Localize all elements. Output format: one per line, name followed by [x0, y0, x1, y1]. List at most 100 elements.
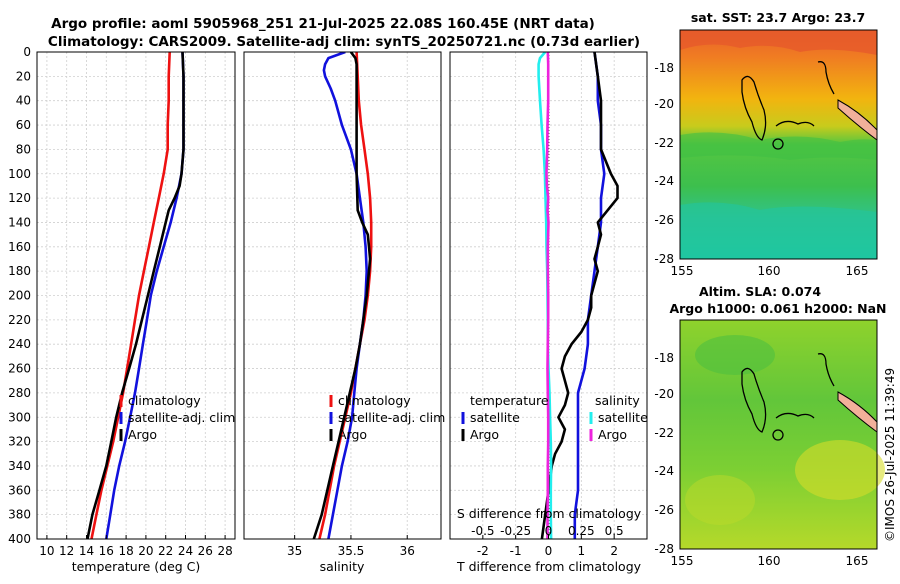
- map-lon-tick: 165: [846, 264, 869, 278]
- x-tick-label: 12: [59, 544, 74, 558]
- map-lat-tick: -18: [654, 61, 674, 75]
- x-tick-label: 14: [79, 544, 94, 558]
- sla-map: Altim. SLA: 0.074 Argo h1000: 0.061 h200…: [654, 284, 886, 568]
- depth-tick-label: 360: [8, 483, 31, 497]
- t-difference-ticks: -2 -1 0 1 2: [477, 535, 618, 558]
- depth-tick-label: 220: [8, 313, 31, 327]
- depth-tick-label: 60: [16, 118, 31, 132]
- depth-tick-label: 200: [8, 289, 31, 303]
- s-tick-label: 0.5: [605, 524, 624, 538]
- s-tick-label: 0: [545, 524, 553, 538]
- series-line-temperature-argo: [540, 52, 619, 539]
- map-lon-tick: 155: [671, 554, 694, 568]
- map-lat-tick: -24: [654, 464, 674, 478]
- map-lat-tick: -18: [654, 351, 674, 365]
- legend-s-argo: Argo: [598, 427, 627, 442]
- sst-warm-patch: [680, 30, 877, 55]
- depth-tick-label: 300: [8, 410, 31, 424]
- legend-temperature-heading: temperature: [470, 393, 549, 408]
- depth-tick-label: 120: [8, 191, 31, 205]
- temperature-grid: [37, 51, 235, 540]
- legend-climatology: climatology: [338, 393, 411, 408]
- difference-lines: [537, 52, 619, 539]
- argo-location-marker: [772, 138, 784, 150]
- sst-map-frame: [679, 29, 878, 260]
- t-difference-xlabel: T difference from climatology: [456, 559, 642, 574]
- temperature-lines: [86, 52, 185, 539]
- x-tick-label: -1: [510, 544, 522, 558]
- series-line-argo: [312, 52, 372, 539]
- x-tick-label: 2: [610, 544, 618, 558]
- depth-tick-label: 160: [8, 240, 31, 254]
- sla-map-title-2: Argo h1000: 0.061 h2000: NaN: [669, 301, 886, 316]
- x-tick-label: 36: [400, 544, 415, 558]
- map-lat-tick: -22: [654, 426, 674, 440]
- depth-tick-label: 100: [8, 167, 31, 181]
- legend-argo: Argo: [338, 427, 367, 442]
- map-lat-tick: -26: [654, 503, 674, 517]
- x-tick-label: 35.5: [338, 544, 365, 558]
- depth-ticks: 0 20 40 60 80 100 120 140 160 180 200 220 240 260 280 3…: [8, 45, 31, 546]
- sst-map: sat. SST: 23.7 Argo: 23.7 155 160 165 -18 -2…: [654, 10, 878, 278]
- new-caledonia-outline: [741, 75, 767, 141]
- sst-green-band: [680, 132, 877, 160]
- map-lon-tick: 160: [758, 554, 781, 568]
- salinity-legend: climatology satellite-adj. clim Argo: [329, 393, 445, 442]
- imos-credit: ©IMOS 26-Jul-2025 11:39:49: [883, 368, 897, 542]
- reef-outline: [817, 61, 835, 95]
- x-tick-label: 24: [178, 544, 193, 558]
- temperature-panel: 10 12 14 16 18 20 22 24 26 28 0 20 40 60 80 100 120 140 1…: [8, 45, 236, 574]
- reef-outline: [817, 353, 835, 387]
- legend-s-satellite: satellite: [598, 410, 648, 425]
- x-tick-label: 28: [217, 544, 232, 558]
- sla-map-frame: [679, 319, 878, 550]
- title-line-1: Argo profile: aoml 5905968_251 21-Jul-20…: [51, 16, 595, 32]
- title-line-2: Climatology: CARS2009. Satellite-adj cli…: [48, 34, 640, 50]
- sla-map-ticks: 155 160 165 -18 -20 -22 -24 -26 -28: [654, 351, 868, 568]
- temperature-legend: climatology satellite-adj. clim Argo: [119, 393, 235, 442]
- depth-tick-label: 260: [8, 362, 31, 376]
- legend-t-satellite: satellite: [470, 410, 520, 425]
- series-line-argo: [86, 52, 185, 539]
- depth-tick-label: 380: [8, 508, 31, 522]
- salinity-axes-box: [243, 51, 442, 540]
- legend-climatology: climatology: [128, 393, 201, 408]
- depth-tick-label: 180: [8, 264, 31, 278]
- salinity-grid: [244, 51, 441, 540]
- depth-tick-label: 0: [23, 45, 31, 59]
- depth-tick-label: 340: [8, 459, 31, 473]
- x-tick-label: 35: [287, 544, 302, 558]
- new-caledonia-outline: [741, 367, 767, 433]
- salinity-panel: 35 35.5 36 salinity climatology satellite-…: [243, 51, 445, 574]
- legend-satellite: satellite-adj. clim: [338, 410, 445, 425]
- x-tick-label: 20: [138, 544, 153, 558]
- legend-t-argo: Argo: [470, 427, 499, 442]
- map-lat-tick: -20: [654, 387, 674, 401]
- sst-map-title: sat. SST: 23.7 Argo: 23.7: [691, 10, 865, 25]
- s-difference-ticks: -0.5 -0.25 0 0.25 0.5: [471, 524, 624, 538]
- temperature-axes-box: [36, 51, 236, 540]
- s-tick-label: -0.5: [471, 524, 494, 538]
- x-tick-label: 1: [578, 544, 586, 558]
- map-lat-tick: -28: [654, 542, 674, 556]
- depth-tick-label: 240: [8, 337, 31, 351]
- depth-tick-label: 400: [8, 532, 31, 546]
- map-lat-tick: -20: [654, 97, 674, 111]
- sla-high-patch: [795, 440, 885, 500]
- salinity-ticks: 35 35.5 36: [287, 535, 415, 558]
- series-line-satellite-adj-clim: [322, 52, 369, 539]
- legend-salinity-heading: salinity: [595, 393, 640, 408]
- x-tick-label: 18: [118, 544, 133, 558]
- depth-tick-label: 320: [8, 435, 31, 449]
- islands-outline: [775, 120, 815, 127]
- legend-argo: Argo: [128, 427, 157, 442]
- x-tick-label: 10: [39, 544, 54, 558]
- temperature-xlabel: temperature (deg C): [72, 559, 201, 574]
- temperature-ticks: 10 12 14 16 18 20 22 24 26 28: [39, 535, 233, 558]
- depth-tick-label: 140: [8, 215, 31, 229]
- s-tick-label: 0.25: [568, 524, 595, 538]
- difference-legend-temperature: temperature satellite Argo: [461, 393, 549, 442]
- map-lat-tick: -22: [654, 136, 674, 150]
- sla-map-title-1: Altim. SLA: 0.074: [699, 284, 821, 299]
- series-line-salinity-argo: [545, 52, 550, 539]
